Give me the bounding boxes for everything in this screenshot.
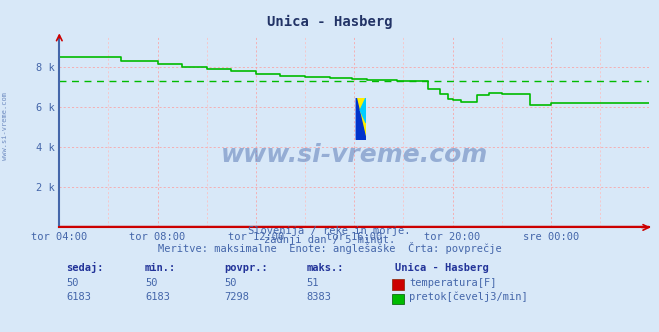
Text: 50: 50 [224,278,237,288]
Text: 50: 50 [145,278,158,288]
Text: 6183: 6183 [145,292,170,302]
Text: 6183: 6183 [66,292,91,302]
Text: Meritve: maksimalne  Enote: anglešaške  Črta: povprečje: Meritve: maksimalne Enote: anglešaške Čr… [158,242,501,254]
Text: Unica - Hasberg: Unica - Hasberg [395,263,489,273]
Text: 7298: 7298 [224,292,249,302]
Text: www.si-vreme.com: www.si-vreme.com [221,143,488,167]
Text: temperatura[F]: temperatura[F] [409,278,497,288]
Text: zadnji dan / 5 minut.: zadnji dan / 5 minut. [264,235,395,245]
Text: sedaj:: sedaj: [66,262,103,273]
Text: www.si-vreme.com: www.si-vreme.com [2,92,9,160]
Text: povpr.:: povpr.: [224,263,268,273]
Text: maks.:: maks.: [306,263,344,273]
Text: pretok[čevelj3/min]: pretok[čevelj3/min] [409,292,528,302]
Text: 50: 50 [66,278,78,288]
Text: 51: 51 [306,278,319,288]
Text: Slovenija / reke in morje.: Slovenija / reke in morje. [248,226,411,236]
Text: min.:: min.: [145,263,176,273]
Text: 8383: 8383 [306,292,331,302]
Text: Unica - Hasberg: Unica - Hasberg [267,15,392,29]
